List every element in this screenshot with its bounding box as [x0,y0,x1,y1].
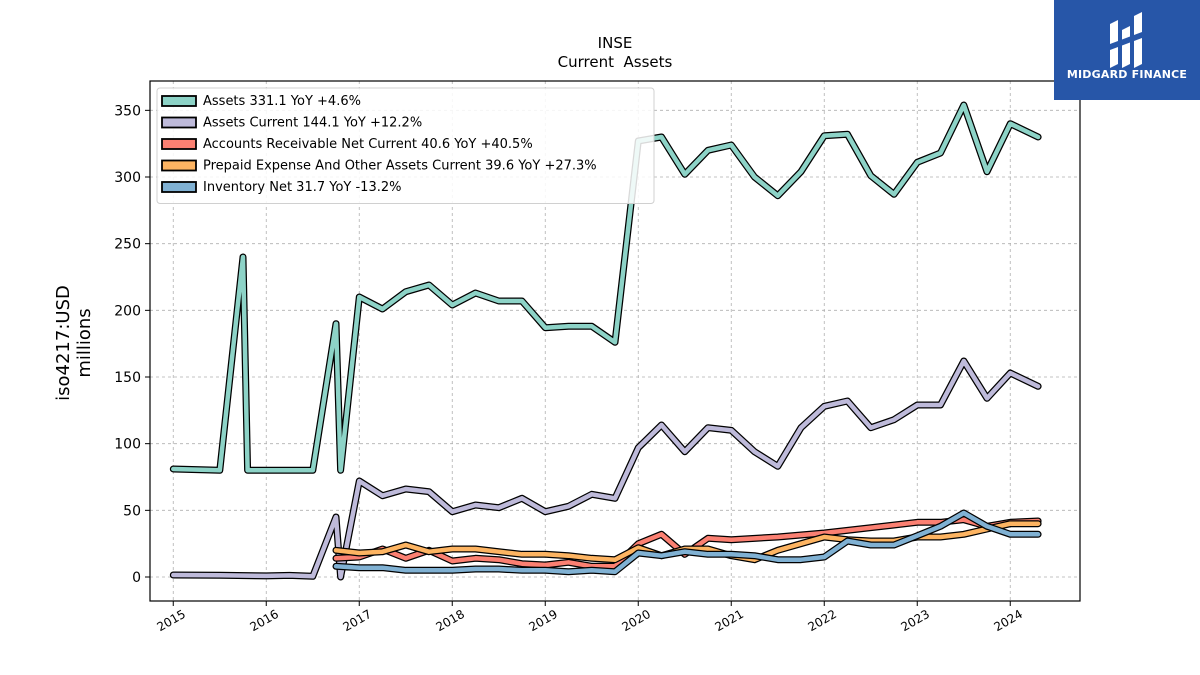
legend-label: Accounts Receivable Net Current 40.6 YoY… [203,137,533,152]
legend: Assets 331.1 YoY +4.6% Assets Current 144… [156,87,655,204]
logo-text: MIDGARD FINANCE [1066,68,1188,81]
x-tick-label: 2022 [806,607,839,634]
legend-box [156,87,655,204]
x-tick-label: 2023 [899,607,932,634]
series-4-group [332,509,1042,576]
chart-title: INSE [598,34,633,52]
legend-label: Prepaid Expense And Other Assets Current… [203,159,597,174]
series-lines [169,101,1042,581]
y-tick-label: 300 [114,170,141,186]
series-line [333,510,1041,574]
series-1-group [169,357,1042,581]
legend-swatch [161,159,197,172]
x-tick-label: 2015 [155,607,188,634]
x-tick-label: 2020 [620,607,653,634]
y-tick-label: 350 [114,103,141,119]
x-axis: 2015 2016 2017 2018 2019 2020 2021 2022 2023 2024 [155,601,1025,634]
legend-swatch [161,95,197,107]
legend-label: Inventory Net 31.7 YoY -13.2% [203,180,402,195]
logo-mark-icon [1110,12,1142,68]
x-tick-label: 2019 [527,607,560,634]
x-tick-label: 2018 [434,607,467,634]
y-axis: 0 50 100 150 200 250 300 350 [114,103,150,586]
legend-swatch [161,138,197,150]
midgard-finance-logo: MIDGARD FINANCE [1054,0,1200,100]
y-tick-label: 250 [114,237,141,253]
legend-label: Assets 331.1 YoY +4.6% [203,94,361,109]
series-0-group [169,101,1042,474]
legend-swatch [161,181,197,193]
x-tick-label: 2016 [248,607,281,634]
y-axis-label-units: millions [74,308,95,377]
series-line [171,358,1041,580]
x-tick-label: 2017 [341,607,374,634]
y-tick-label: 100 [114,437,141,453]
y-tick-label: 200 [114,303,141,319]
y-tick-label: 0 [132,570,141,586]
chart-subtitle: Current Assets [558,53,673,71]
series-line [171,102,1041,473]
legend-swatch [161,116,197,129]
y-tick-label: 150 [114,370,141,386]
y-axis-label: iso4217:USD [53,285,74,401]
y-tick-label: 50 [123,503,141,519]
x-tick-label: 2021 [713,607,746,634]
x-tick-label: 2024 [992,607,1025,634]
plot-frame [149,80,1081,602]
legend-label: Assets Current 144.1 YoY +12.2% [203,116,422,131]
